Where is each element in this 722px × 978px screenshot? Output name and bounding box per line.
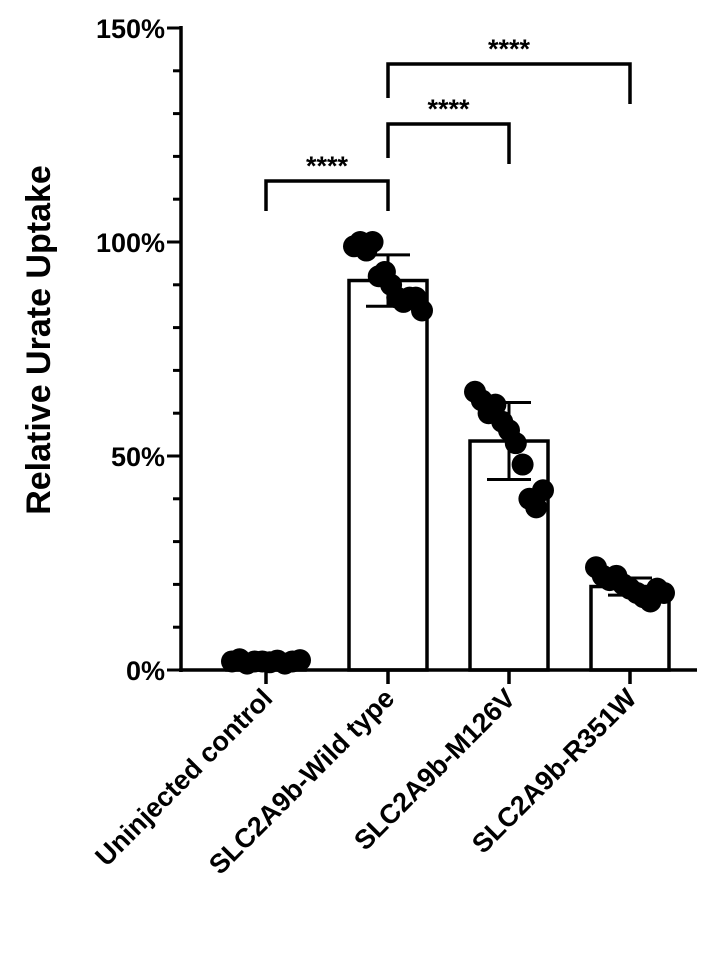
y-tick-label: 50% xyxy=(111,442,165,472)
y-axis-ticks: 0% 50% 100% 150% xyxy=(96,14,181,686)
y-tick-label: 0% xyxy=(126,656,165,686)
significance-label: **** xyxy=(306,151,349,181)
y-tick-label: 150% xyxy=(96,14,165,44)
data-point xyxy=(361,231,384,253)
significance-bracket xyxy=(264,179,390,211)
data-point xyxy=(411,299,433,322)
significance-label: **** xyxy=(427,94,470,124)
significance-bracket xyxy=(386,122,511,164)
significance-brackets: **** **** **** xyxy=(264,34,632,211)
data-point xyxy=(532,479,554,502)
significance-label: **** xyxy=(488,34,531,64)
bar xyxy=(347,278,429,672)
data-point xyxy=(289,649,311,672)
data-point xyxy=(525,496,548,519)
axes xyxy=(179,26,697,684)
y-tick-label: 100% xyxy=(96,228,165,258)
data-point xyxy=(653,581,675,604)
bars xyxy=(225,278,671,672)
y-axis-title: Relative Urate Uptake xyxy=(20,165,58,515)
data-point xyxy=(504,432,527,455)
significance-bracket xyxy=(386,62,632,104)
data-point xyxy=(484,393,507,416)
data-point xyxy=(511,453,534,476)
